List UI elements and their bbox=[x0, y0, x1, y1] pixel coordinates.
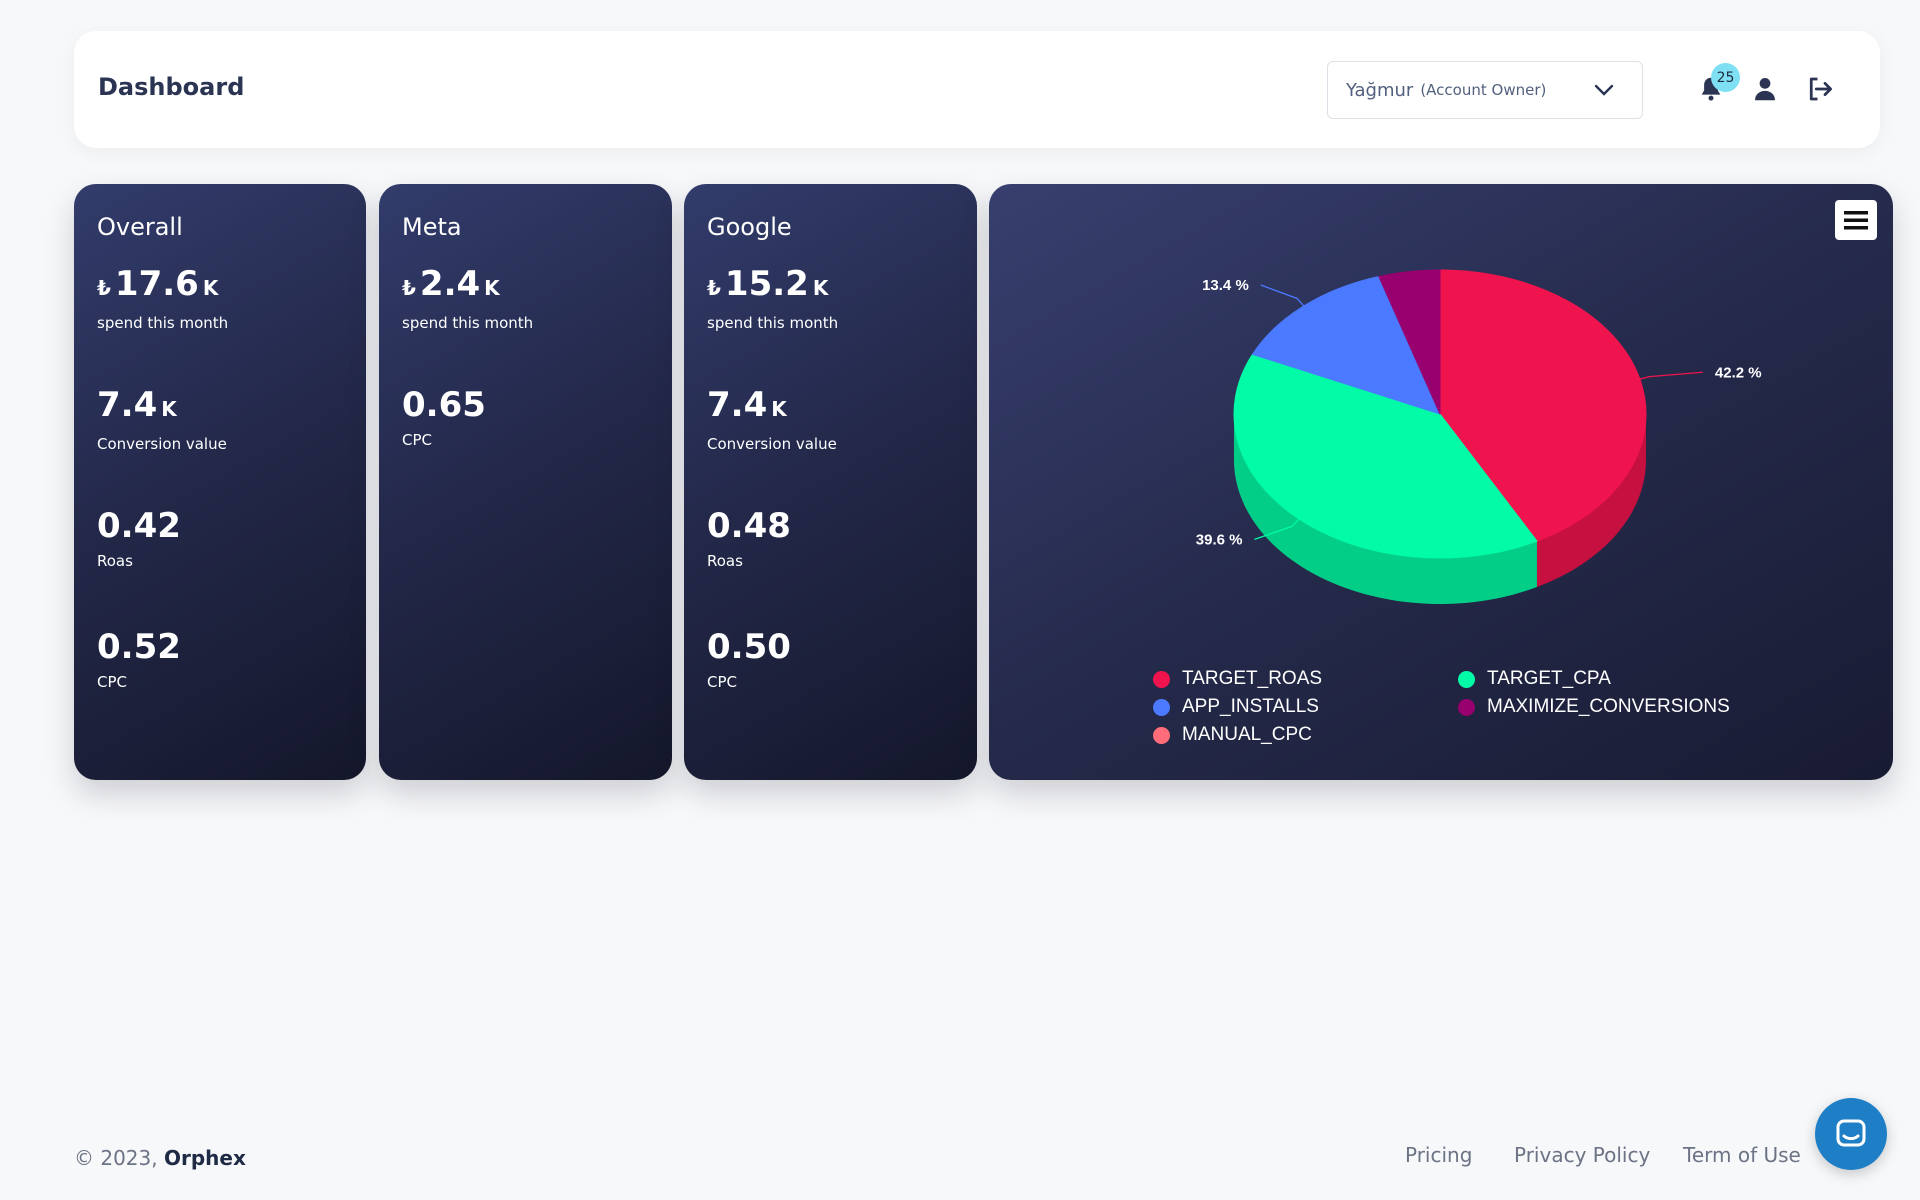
account-name: Yağmur bbox=[1346, 79, 1414, 101]
logout-icon[interactable] bbox=[1805, 74, 1835, 104]
stat-value: 17.6 bbox=[114, 264, 199, 304]
stat-label: spend this month bbox=[402, 314, 534, 332]
stat-suffix: K bbox=[202, 276, 219, 300]
data-label-connector bbox=[1260, 284, 1305, 307]
stat-value: 7.4 bbox=[97, 385, 158, 425]
account-role: (Account Owner) bbox=[1420, 81, 1547, 99]
legend-item-maximize-conversions[interactable]: MAXIMIZE_CONVERSIONS bbox=[1458, 696, 1730, 718]
currency-symbol: ₺ bbox=[97, 276, 111, 300]
copyright-text: © 2023, bbox=[74, 1146, 158, 1170]
legend-item-target-roas[interactable]: TARGET_ROAS bbox=[1153, 668, 1322, 690]
currency-symbol: ₺ bbox=[707, 276, 721, 300]
footer-brand-link[interactable]: Orphex bbox=[163, 1146, 246, 1170]
spend-stat: ₺ 15.2 K spend this month bbox=[707, 264, 838, 332]
stat-label: spend this month bbox=[97, 314, 229, 332]
pie-slice-maximize-conversions[interactable] bbox=[1378, 269, 1441, 415]
legend-label: MANUAL_CPC bbox=[1182, 724, 1312, 745]
stat-label: Conversion value bbox=[707, 435, 837, 453]
pie-side-target-roas bbox=[1536, 414, 1646, 588]
roas-stat: 0.48 Roas bbox=[707, 506, 791, 570]
pie-chart: 42.2 % 39.6 % 13.4 % bbox=[1196, 269, 1762, 604]
stat-label: Roas bbox=[97, 552, 133, 570]
top-header: Dashboard Yağmur (Account Owner) 25 bbox=[74, 31, 1880, 148]
stat-value: 7.4 bbox=[707, 385, 768, 425]
notification-badge: 25 bbox=[1711, 63, 1740, 92]
stat-label: spend this month bbox=[707, 314, 839, 332]
overall-card: Overall ₺ 17.6 K spend this month 7.4 K Con… bbox=[74, 184, 366, 780]
stat-value: 0.48 bbox=[707, 506, 791, 546]
meta-card: Meta ₺ 2.4 K spend this month 0.65 CPC bbox=[379, 184, 672, 780]
account-selector[interactable]: Yağmur (Account Owner) bbox=[1327, 61, 1643, 119]
data-label-target-roas: 42.2 % bbox=[1715, 364, 1762, 381]
legend-dot bbox=[1458, 698, 1475, 716]
stat-label: CPC bbox=[402, 431, 432, 449]
legend-label: MAXIMIZE_CONVERSIONS bbox=[1487, 696, 1730, 717]
stat-suffix: K bbox=[812, 276, 829, 300]
legend-dot bbox=[1153, 726, 1170, 744]
pie-side-target-cpa bbox=[1234, 414, 1537, 604]
spend-stat: ₺ 17.6 K spend this month bbox=[97, 264, 228, 332]
legend-item-manual-cpc[interactable]: MANUAL_CPC bbox=[1153, 724, 1312, 746]
chat-icon bbox=[1836, 1119, 1866, 1147]
cpc-stat: 0.52 CPC bbox=[97, 627, 181, 691]
hamburger-menu-icon bbox=[1844, 211, 1868, 230]
footer-link-pricing[interactable]: Pricing bbox=[1405, 1143, 1473, 1167]
chat-launcher-button[interactable] bbox=[1815, 1098, 1887, 1170]
data-label-connector bbox=[1254, 518, 1300, 540]
stat-value: 2.4 bbox=[419, 264, 481, 304]
cpc-stat: 0.65 CPC bbox=[402, 385, 486, 449]
chart-menu-button[interactable] bbox=[1835, 200, 1877, 240]
legend-label: TARGET_CPA bbox=[1487, 668, 1611, 689]
chevron-down-icon bbox=[1594, 84, 1614, 96]
legend-item-target-cpa[interactable]: TARGET_CPA bbox=[1458, 668, 1611, 690]
stat-suffix: K bbox=[771, 397, 787, 421]
page-title: Dashboard bbox=[98, 73, 245, 101]
stat-label: CPC bbox=[97, 673, 127, 691]
footer-copyright: © 2023, Orphex bbox=[74, 1146, 246, 1170]
roas-stat: 0.42 Roas bbox=[97, 506, 181, 570]
stat-value: 0.52 bbox=[97, 627, 181, 667]
conversion-stat: 7.4 K Conversion value bbox=[97, 385, 227, 453]
stat-suffix: K bbox=[161, 397, 177, 421]
data-label-target-cpa: 39.6 % bbox=[1196, 531, 1243, 548]
stat-value: 0.65 bbox=[402, 385, 486, 425]
legend-label: APP_INSTALLS bbox=[1182, 696, 1319, 717]
card-title: Overall bbox=[97, 213, 183, 241]
stat-suffix: K bbox=[484, 276, 500, 300]
stat-label: CPC bbox=[707, 673, 737, 691]
pie-slice-app-installs[interactable] bbox=[1251, 275, 1441, 415]
card-title: Meta bbox=[402, 213, 462, 241]
legend-label: TARGET_ROAS bbox=[1182, 668, 1323, 689]
pie-slice-target-cpa[interactable] bbox=[1233, 353, 1538, 559]
stat-label: Conversion value bbox=[97, 435, 227, 453]
data-label-app-installs: 13.4 % bbox=[1202, 277, 1249, 294]
stat-value: 0.50 bbox=[707, 627, 791, 667]
currency-symbol: ₺ bbox=[402, 276, 416, 300]
stat-value: 15.2 bbox=[724, 264, 809, 304]
legend-dot bbox=[1153, 698, 1170, 716]
bid-strategy-chart-card: 42.2 % 39.6 % 13.4 % TARGET_ROAS TARGET_CPA… bbox=[989, 184, 1893, 780]
legend-dot bbox=[1458, 670, 1475, 688]
legend-dot bbox=[1153, 670, 1170, 688]
data-label-connector bbox=[1639, 371, 1703, 380]
footer-link-privacy[interactable]: Privacy Policy bbox=[1514, 1143, 1651, 1167]
legend-item-app-installs[interactable]: APP_INSTALLS bbox=[1153, 696, 1319, 718]
stat-value: 0.42 bbox=[97, 506, 181, 546]
footer-link-terms[interactable]: Term of Use bbox=[1683, 1143, 1801, 1167]
user-icon[interactable] bbox=[1750, 74, 1780, 104]
spend-stat: ₺ 2.4 K spend this month bbox=[402, 264, 533, 332]
conversion-stat: 7.4 K Conversion value bbox=[707, 385, 837, 453]
stat-label: Roas bbox=[707, 552, 743, 570]
google-card: Google ₺ 15.2 K spend this month 7.4 K Conv… bbox=[684, 184, 977, 780]
cpc-stat: 0.50 CPC bbox=[707, 627, 791, 691]
card-title: Google bbox=[707, 213, 792, 241]
